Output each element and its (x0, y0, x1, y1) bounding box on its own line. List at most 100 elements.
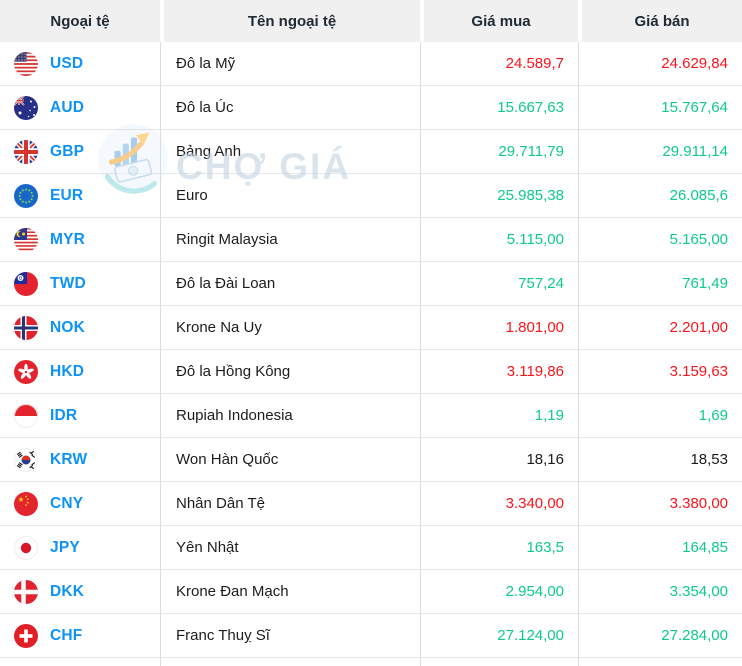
sell-price: 26.085,6 (578, 174, 742, 218)
table-row[interactable]: GBP Bảng Anh 29.711,79 29.911,14 (0, 130, 742, 174)
sell-price: 761,49 (578, 262, 742, 306)
currency-cell: TWD (0, 262, 160, 306)
currency-name: Yên Nhật (160, 526, 420, 570)
currency-cell: IDR (0, 394, 160, 438)
table-row[interactable]: NOK Krone Na Uy 1.801,00 2.201,00 (0, 306, 742, 350)
nok-flag-icon (14, 315, 38, 340)
table-row[interactable]: DKK Krone Đan Mạch 2.954,00 3.354,00 (0, 570, 742, 614)
currency-code-link[interactable]: CHF (50, 626, 83, 644)
table-row[interactable]: TWD Đô la Đài Loan 757,24 761,49 (0, 262, 742, 306)
table-row[interactable]: AUD Đô la Úc 15.667,63 15.767,64 (0, 86, 742, 130)
sell-price: 3.354,00 (578, 570, 742, 614)
eur-flag-icon (14, 183, 38, 208)
currency-code-link[interactable]: JPY (50, 538, 80, 556)
empty-cell (160, 658, 420, 666)
cny-flag-icon (14, 491, 38, 516)
table-row[interactable]: CHF Franc Thuỵ Sĩ 27.124,00 27.284,00 (0, 614, 742, 658)
empty-cell (578, 658, 742, 666)
currency-name: Franc Thuỵ Sĩ (160, 614, 420, 658)
currency-code-link[interactable]: GBP (50, 142, 85, 160)
currency-code-link[interactable]: KRW (50, 450, 88, 468)
column-header-name: Tên ngoại tệ (160, 0, 420, 42)
buy-price: 29.711,79 (420, 130, 578, 174)
currency-code-link[interactable]: NOK (50, 318, 86, 336)
empty-cell (0, 658, 160, 666)
currency-code-link[interactable]: TWD (50, 274, 86, 292)
currency-cell: CNY (0, 482, 160, 526)
hkd-flag-icon (14, 359, 38, 384)
buy-price: 24.589,7 (420, 42, 578, 86)
currency-code-link[interactable]: IDR (50, 406, 78, 424)
buy-price: 5.115,00 (420, 218, 578, 262)
table-row[interactable]: USD Đô la Mỹ 24.589,7 24.629,84 (0, 42, 742, 86)
currency-cell: MYR (0, 218, 160, 262)
currency-cell: CHF (0, 614, 160, 658)
currency-code-link[interactable]: EUR (50, 186, 84, 204)
currency-name: Đô la Mỹ (160, 42, 420, 86)
sell-price: 5.165,00 (578, 218, 742, 262)
krw-flag-icon (14, 447, 38, 472)
empty-cell (420, 658, 578, 666)
currency-code-link[interactable]: MYR (50, 230, 86, 248)
currency-code-link[interactable]: DKK (50, 582, 85, 600)
table-row[interactable]: KRW Won Hàn Quốc 18,16 18,53 (0, 438, 742, 482)
sell-price: 27.284,00 (578, 614, 742, 658)
currency-name: Ringit Malaysia (160, 218, 420, 262)
currency-code-link[interactable]: AUD (50, 98, 85, 116)
sell-price: 3.159,63 (578, 350, 742, 394)
gbp-flag-icon (14, 139, 38, 164)
currency-cell: JPY (0, 526, 160, 570)
currency-name: Krone Na Uy (160, 306, 420, 350)
dkk-flag-icon (14, 579, 38, 604)
table-header: Ngoại tệ Tên ngoại tệ Giá mua Giá bán (0, 0, 742, 42)
buy-price: 25.985,38 (420, 174, 578, 218)
currency-name: Won Hàn Quốc (160, 438, 420, 482)
aud-flag-icon (14, 95, 38, 120)
sell-price: 29.911,14 (578, 130, 742, 174)
table-row[interactable]: MYR Ringit Malaysia 5.115,00 5.165,00 (0, 218, 742, 262)
idr-flag-icon (14, 403, 38, 428)
currency-name: Đô la Đài Loan (160, 262, 420, 306)
currency-code-link[interactable]: USD (50, 54, 84, 72)
buy-price: 15.667,63 (420, 86, 578, 130)
currency-name: Nhân Dân Tệ (160, 482, 420, 526)
sell-price: 18,53 (578, 438, 742, 482)
buy-price: 2.954,00 (420, 570, 578, 614)
sell-price: 1,69 (578, 394, 742, 438)
usd-flag-icon (14, 51, 38, 76)
jpy-flag-icon (14, 535, 38, 560)
buy-price: 163,5 (420, 526, 578, 570)
sell-price: 3.380,00 (578, 482, 742, 526)
twd-flag-icon (14, 271, 38, 296)
myr-flag-icon (14, 227, 38, 252)
currency-cell: NOK (0, 306, 160, 350)
buy-price: 3.340,00 (420, 482, 578, 526)
currency-name: Bảng Anh (160, 130, 420, 174)
currency-cell: DKK (0, 570, 160, 614)
currency-name: Rupiah Indonesia (160, 394, 420, 438)
table-row[interactable]: CNY Nhân Dân Tệ 3.340,00 3.380,00 (0, 482, 742, 526)
currency-name: Đô la Hồng Kông (160, 350, 420, 394)
buy-price: 757,24 (420, 262, 578, 306)
currency-cell: KRW (0, 438, 160, 482)
currency-cell: USD (0, 42, 160, 86)
currency-cell: HKD (0, 350, 160, 394)
table-row[interactable]: EUR Euro 25.985,38 26.085,6 (0, 174, 742, 218)
currency-code-link[interactable]: CNY (50, 494, 84, 512)
currency-cell: EUR (0, 174, 160, 218)
table-row[interactable]: JPY Yên Nhật 163,5 164,85 (0, 526, 742, 570)
table-row[interactable]: HKD Đô la Hồng Kông 3.119,86 3.159,63 (0, 350, 742, 394)
table-row[interactable]: IDR Rupiah Indonesia 1,19 1,69 (0, 394, 742, 438)
buy-price: 27.124,00 (420, 614, 578, 658)
currency-cell: AUD (0, 86, 160, 130)
column-header-buy: Giá mua (420, 0, 578, 42)
currency-code-link[interactable]: HKD (50, 362, 85, 380)
table-row-partial (0, 658, 742, 666)
sell-price: 24.629,84 (578, 42, 742, 86)
buy-price: 1,19 (420, 394, 578, 438)
currency-name: Krone Đan Mạch (160, 570, 420, 614)
column-header-sell: Giá bán (578, 0, 742, 42)
buy-price: 18,16 (420, 438, 578, 482)
buy-price: 3.119,86 (420, 350, 578, 394)
currency-cell: GBP (0, 130, 160, 174)
